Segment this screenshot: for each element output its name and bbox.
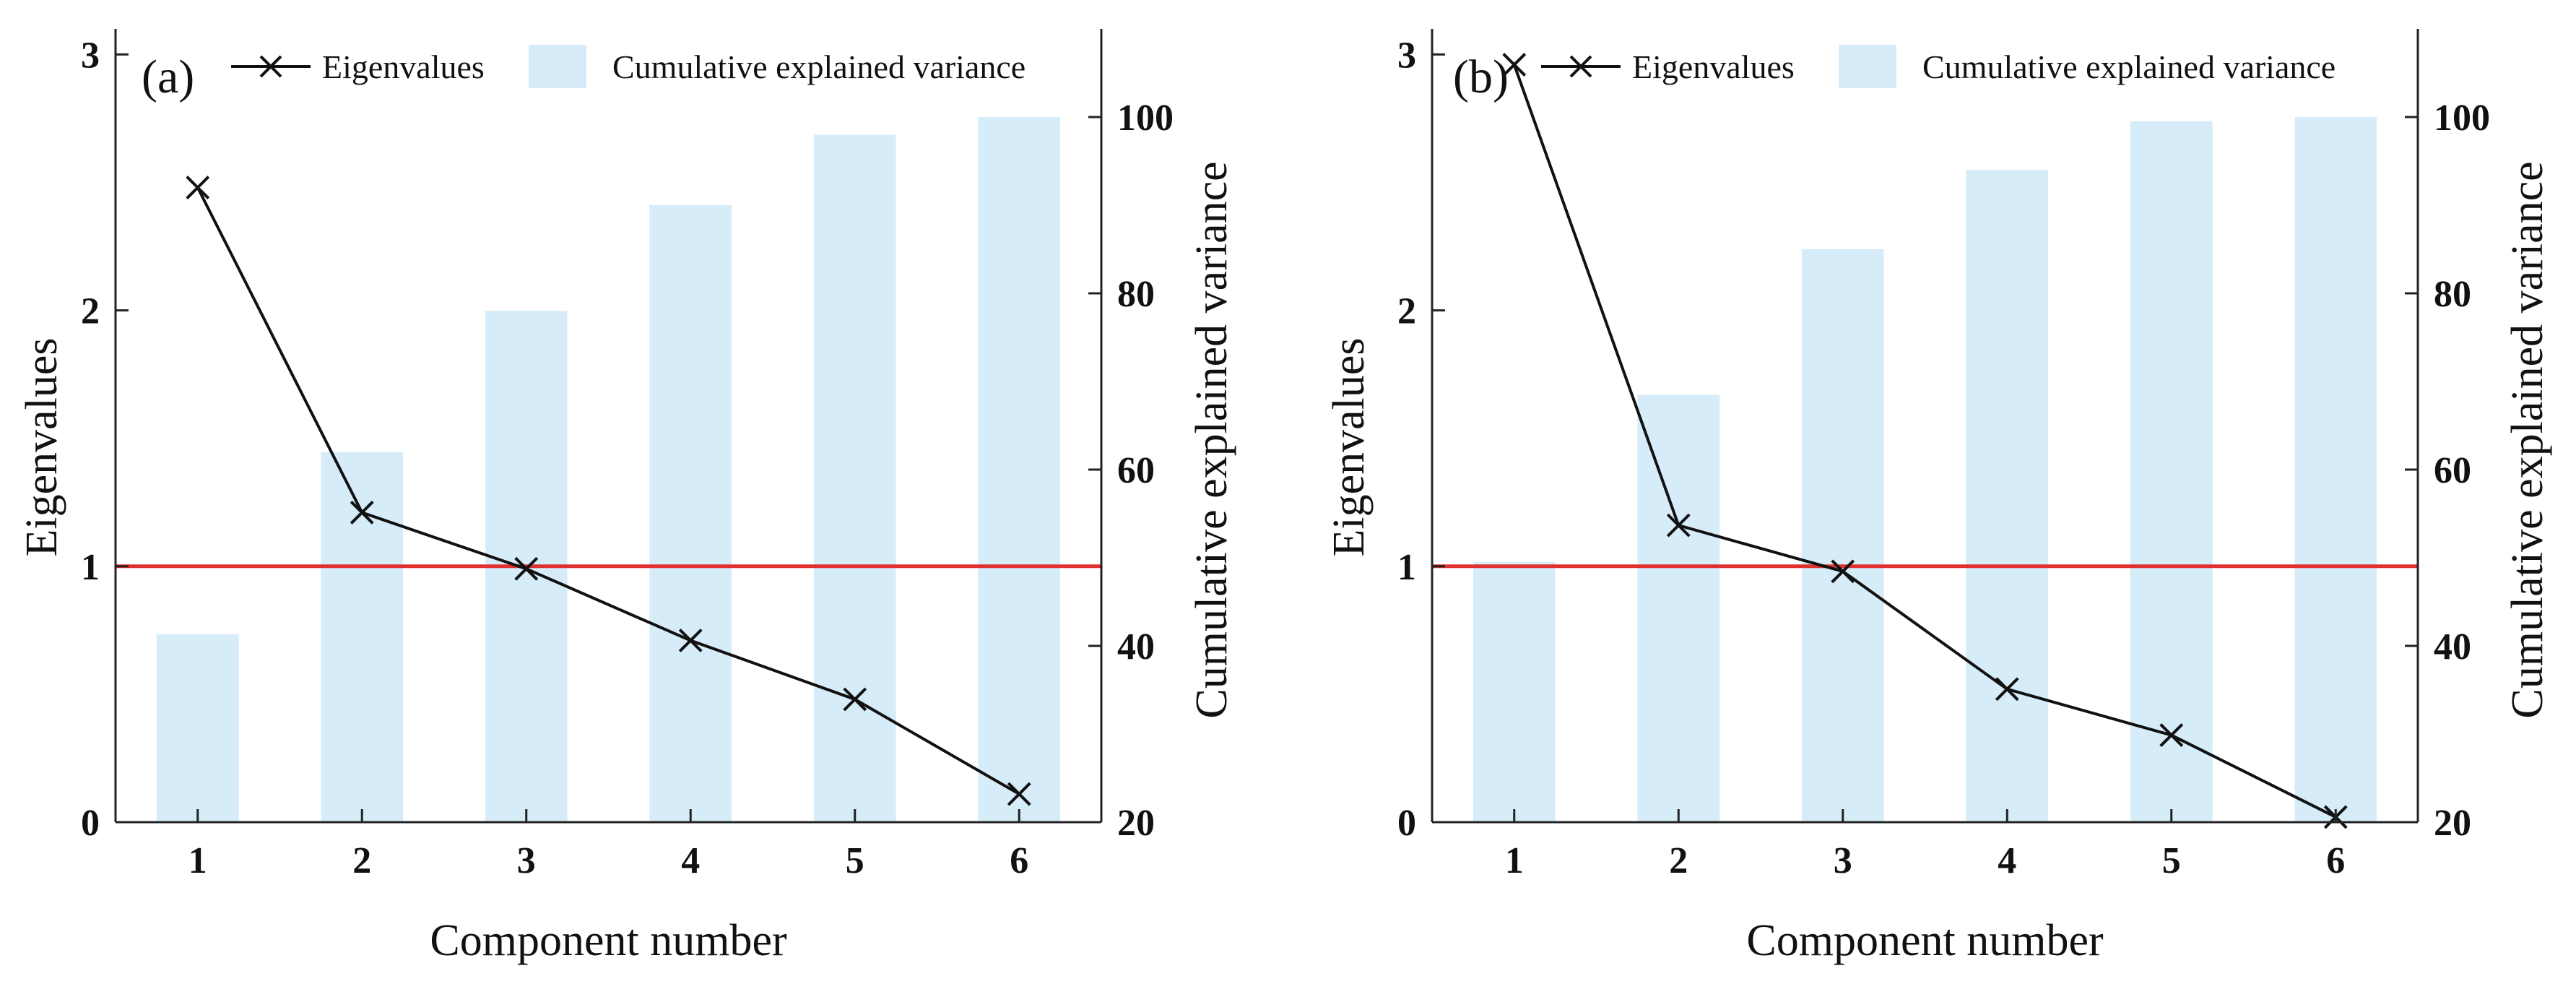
x-tick-label: 2 [1669,840,1688,881]
legend-label-eigenvalues: Eigenvalues [322,48,485,85]
left-tick-label: 0 [1397,803,1416,844]
x-axis-title: Component number [430,916,787,965]
x-tick-label: 2 [352,840,371,881]
legend-bar-swatch [529,45,586,88]
legend-label-variance: Cumulative explained variance [612,48,1025,85]
x-tick-label: 4 [681,840,700,881]
right-tick-label: 100 [1117,98,1174,139]
left-tick-label: 2 [81,291,100,332]
left-tick-label: 0 [81,803,100,844]
left-tick-label: 3 [81,35,100,76]
variance-bar-4 [649,205,732,822]
right-tick-label: 60 [1117,450,1155,491]
legend-bar-swatch [1839,45,1896,88]
variance-bar-3 [1801,249,1884,822]
eigenvalue-point-5 [2159,723,2184,747]
x-tick-label: 5 [846,840,864,881]
legend-label-variance: Cumulative explained variance [1922,48,2336,85]
right-tick-label: 80 [2434,274,2471,315]
x-tick-label: 6 [2326,840,2345,881]
legend-x-marker-icon [1569,55,1592,78]
eigenvalue-point-2 [350,501,374,525]
eigenvalue-point-4 [678,629,703,652]
eigenvalue-point-6 [1007,782,1031,806]
eigenvalue-point-3 [514,556,539,581]
variance-bar-4 [1966,170,2049,822]
panel-label: (b) [1453,51,1509,103]
right-tick-label: 60 [2434,450,2471,491]
y-axis-right-title: Cumulative explained variance [1187,161,1236,718]
eigenvalue-point-3 [1831,559,1855,584]
variance-bar-1 [156,634,239,822]
chart-panel-a: 0 1 2 3 20 40 60 80 100 1 2 3 4 5 6 Component number Eig… [17,29,1236,965]
y-axis-left-title: Eigenvalues [1324,337,1374,556]
right-tick-label: 20 [2434,803,2471,844]
x-tick-label: 5 [2162,840,2181,881]
left-tick-label: 3 [1397,35,1416,76]
left-tick-label: 1 [1397,547,1416,588]
eigenvalue-point-1 [186,176,210,200]
eigenvalue-point-4 [1995,677,2019,702]
y-axis-left-title: Eigenvalues [17,337,66,556]
variance-bar-2 [321,452,404,822]
eigenvalue-line [1512,64,2337,819]
variance-bar-1 [1473,562,1556,822]
x-tick-label: 4 [1998,840,2016,881]
right-tick-label: 40 [2434,626,2471,668]
eigenvalue-point-5 [843,687,867,712]
right-tick-label: 80 [1117,274,1155,315]
variance-bar-2 [1637,394,1720,822]
left-tick-label: 2 [1397,291,1416,332]
variance-bar-5 [2130,121,2213,823]
legend-x-marker-icon [259,55,282,78]
x-tick-label: 3 [1834,840,1852,881]
variance-bar-6 [978,117,1061,822]
chart-panel-b: 0 1 2 3 20 40 60 80 100 1 2 3 4 5 6 Component number Eig… [1324,29,2552,965]
variance-bar-6 [2294,117,2377,822]
left-tick-label: 1 [81,547,100,588]
x-tick-label: 3 [517,840,536,881]
eigenvalue-point-2 [1666,513,1691,538]
panel-label: (a) [142,51,194,103]
y-axis-right-title: Cumulative explained variance [2503,161,2552,718]
eigenvalue-point-1 [1502,53,1527,77]
x-axis-title: Component number [1746,916,2104,965]
x-tick-label: 1 [1505,840,1524,881]
eigenvalue-line [196,186,1020,795]
right-tick-label: 100 [2434,98,2490,139]
right-tick-label: 40 [1117,626,1155,668]
variance-bar-5 [813,134,896,822]
right-tick-label: 20 [1117,803,1155,844]
legend-label-eigenvalues: Eigenvalues [1632,48,1795,85]
x-tick-label: 1 [188,840,207,881]
x-tick-label: 6 [1010,840,1028,881]
